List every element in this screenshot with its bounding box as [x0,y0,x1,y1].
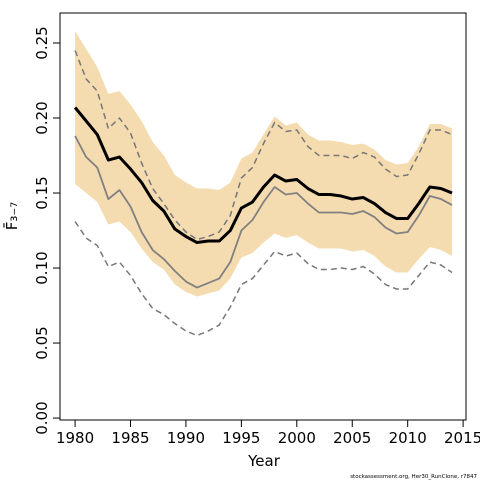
x-tick-label: 2005 [333,429,371,447]
plot-area [73,31,453,337]
footnote: stockassessment.org, Her30_RunClone, r78… [350,474,477,480]
x-axis-label: Year [247,452,281,470]
x-tick-label: 1980 [56,429,94,447]
y-tick-label: 0.20 [33,101,51,134]
x-tick-label: 2010 [389,429,427,447]
y-tick-label: 0.00 [33,401,51,434]
x-tick-label: 2015 [444,429,480,447]
series-line [73,106,453,245]
y-tick-label: 0.05 [33,326,51,359]
confidence-band [75,31,453,297]
series-line [74,135,453,289]
x-tick-label: 2000 [278,429,316,447]
series-line [74,50,453,241]
y-tick-label: 0.25 [33,26,51,59]
plot-frame [59,12,467,421]
x-tick-label: 1990 [167,429,205,447]
y-axis-label: F̄₃₋₇ [2,202,21,231]
series-line [74,221,453,337]
y-tick-label: 0.10 [33,251,51,284]
x-tick-label: 1995 [222,429,260,447]
y-tick-label: 0.15 [33,176,51,209]
x-tick-label: 1985 [111,429,149,447]
